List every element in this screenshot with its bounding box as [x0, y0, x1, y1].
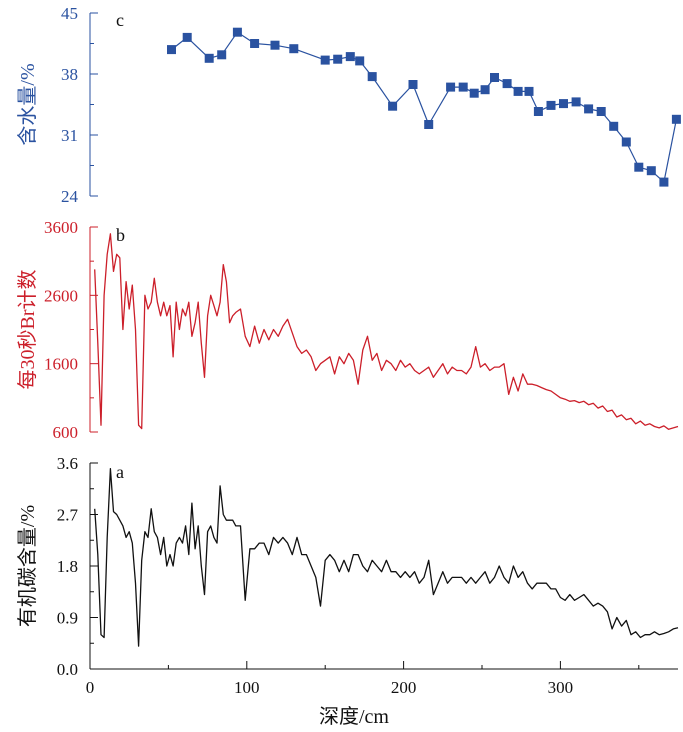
- series-line: [94, 468, 679, 647]
- y-tick-label: 2.7: [57, 506, 79, 525]
- data-point: [320, 55, 330, 65]
- data-point: [609, 121, 619, 131]
- panel-letter: b: [116, 225, 125, 245]
- data-point: [469, 88, 479, 98]
- y-tick-label: 600: [53, 423, 79, 442]
- data-point: [502, 79, 512, 89]
- data-point: [355, 56, 365, 66]
- data-point: [408, 80, 418, 89]
- series-line: [94, 233, 679, 430]
- data-point: [217, 50, 227, 60]
- data-point: [167, 45, 176, 55]
- data-point: [571, 97, 581, 107]
- y-tick-label: 3600: [44, 218, 78, 237]
- y-axis-label: 每30秒Br计数: [16, 270, 39, 390]
- panel-letter: c: [116, 10, 124, 30]
- x-tick-label: 0: [86, 678, 95, 697]
- data-point: [345, 52, 355, 62]
- data-point: [232, 27, 242, 37]
- y-tick-label: 1600: [44, 355, 78, 374]
- data-point: [596, 107, 606, 116]
- data-point: [367, 72, 377, 82]
- y-tick-label: 24: [61, 187, 79, 206]
- data-point: [634, 162, 644, 172]
- data-point: [671, 114, 681, 124]
- panel-c-water-content: 24 31 38 45 含水量/% c: [16, 4, 681, 206]
- data-point: [289, 44, 299, 54]
- data-point: [490, 73, 499, 82]
- y-tick-label: 38: [61, 65, 78, 84]
- data-point: [584, 104, 594, 114]
- data-point: [388, 101, 398, 111]
- y-axis-label: 有机碳含量/%: [16, 505, 39, 627]
- y-tick-label: 2600: [44, 286, 78, 305]
- panel-letter: a: [116, 462, 124, 482]
- y-axis-label: 含水量/%: [16, 63, 39, 145]
- data-point: [659, 177, 669, 187]
- y-tick-label: 0.9: [57, 609, 78, 628]
- panel-b-br-counts: 600 1600 2600 3600 每30秒Br计数 b: [16, 218, 679, 442]
- data-point: [513, 86, 523, 96]
- data-point: [621, 137, 631, 147]
- y-tick-label: 31: [61, 126, 78, 145]
- data-point: [533, 107, 543, 116]
- data-point: [204, 53, 214, 63]
- data-point: [446, 82, 456, 92]
- y-tick-label: 45: [61, 4, 78, 23]
- data-point: [524, 86, 534, 96]
- x-axis-label: 深度/cm: [319, 705, 389, 728]
- data-point: [424, 120, 434, 129]
- y-tick-label: 1.8: [57, 557, 78, 576]
- x-tick-label: 200: [391, 678, 417, 697]
- data-point: [480, 85, 490, 95]
- panel-a-organic-carbon: 0.0 0.9 1.8 2.7 3.6 有机碳含量/% a 0 100 200 300 深度/cm: [16, 454, 679, 728]
- data-point: [546, 100, 556, 110]
- data-point: [333, 54, 343, 64]
- data-point: [559, 99, 568, 109]
- x-tick-label: 300: [548, 678, 574, 697]
- x-tick-label: 100: [234, 678, 260, 697]
- y-tick-label: 0.0: [57, 660, 78, 679]
- data-point: [270, 40, 280, 50]
- y-tick-label: 3.6: [57, 454, 78, 473]
- data-point: [646, 166, 656, 176]
- data-point: [182, 32, 192, 42]
- data-point: [250, 39, 260, 48]
- data-point: [458, 82, 468, 92]
